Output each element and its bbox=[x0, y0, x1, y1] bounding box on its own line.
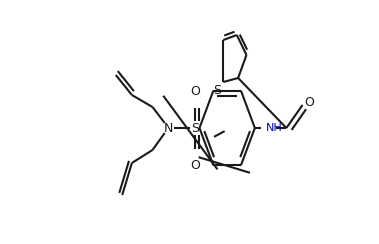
Text: N: N bbox=[164, 122, 173, 134]
Text: S: S bbox=[191, 122, 199, 134]
Text: O: O bbox=[304, 95, 314, 109]
Text: S: S bbox=[213, 84, 221, 97]
Text: O: O bbox=[191, 159, 200, 172]
Text: O: O bbox=[191, 85, 200, 98]
Text: NH: NH bbox=[266, 123, 282, 133]
